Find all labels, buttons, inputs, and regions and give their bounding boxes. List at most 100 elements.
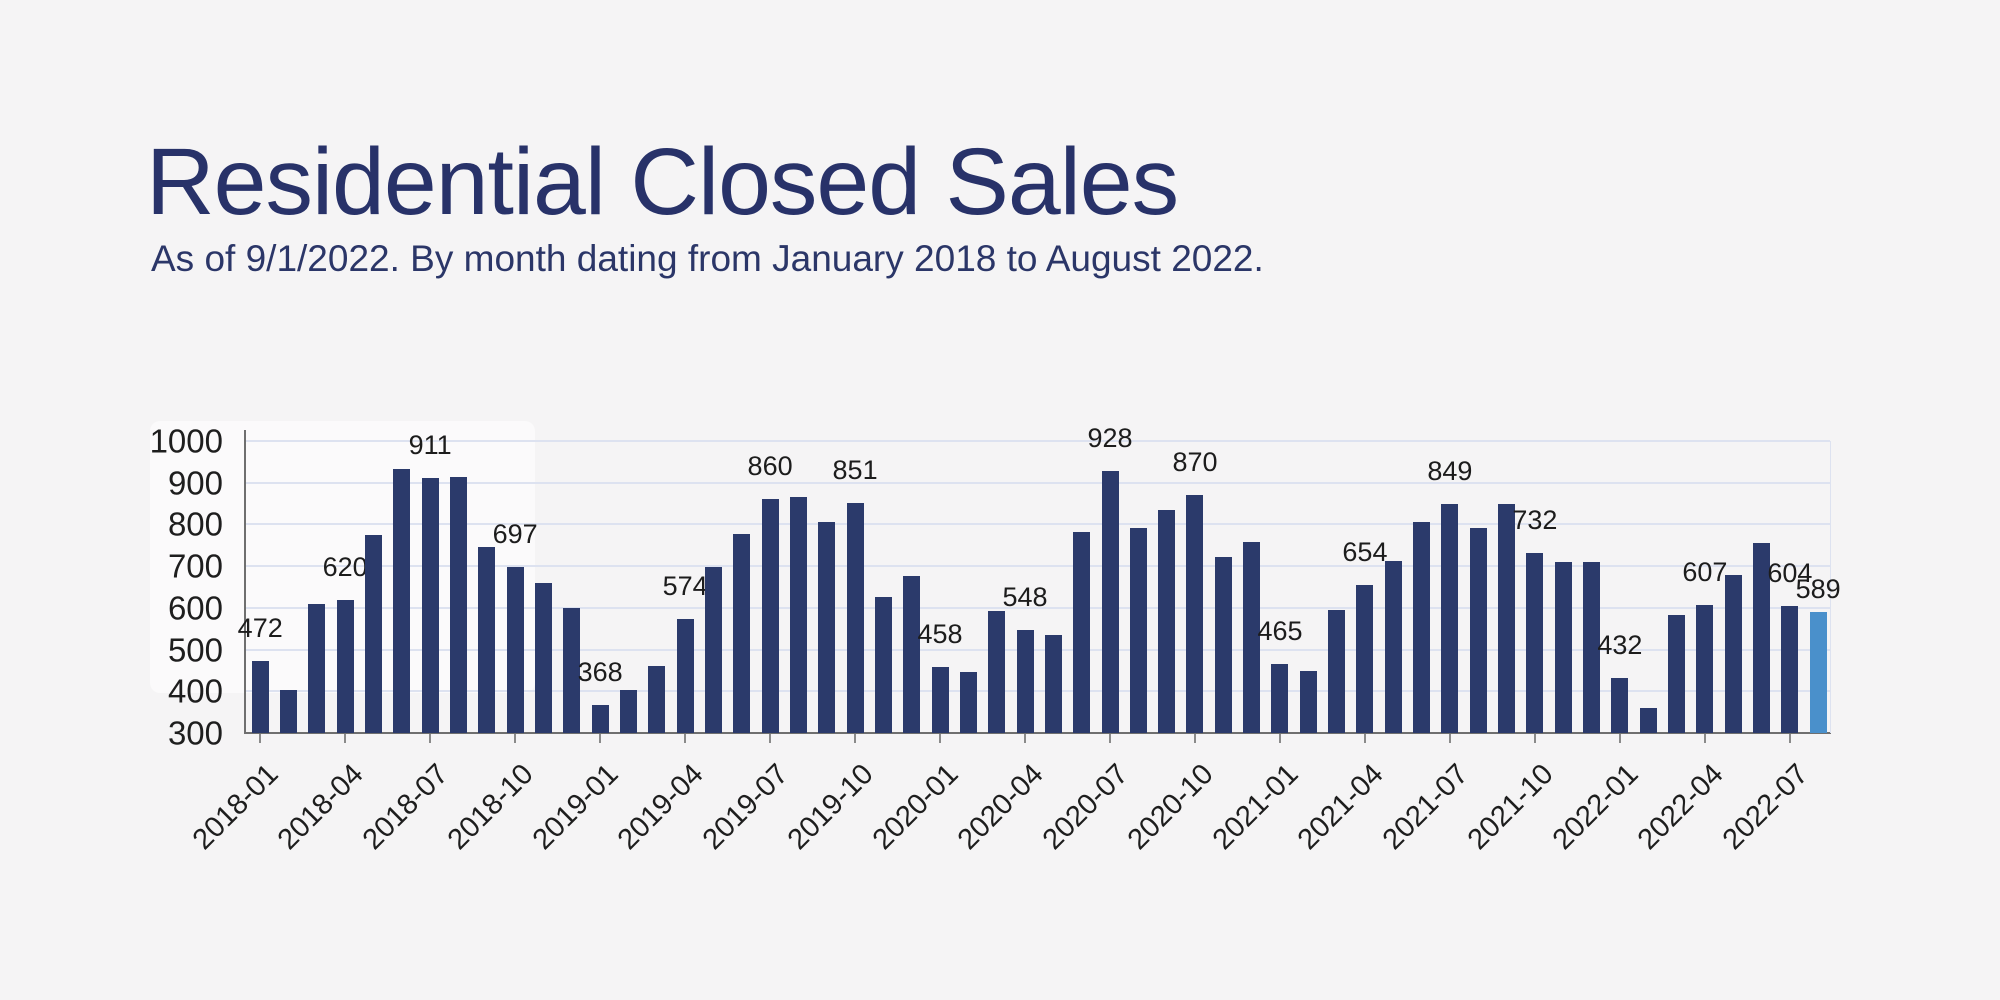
- x-tick-mark-2020-10: [1193, 734, 1196, 743]
- bar-2022-03: [1668, 615, 1686, 733]
- bar-2019-01: [591, 704, 609, 733]
- page-title: Residential Closed Sales: [146, 129, 1179, 235]
- x-tick-mark-2021-07: [1448, 734, 1451, 743]
- bar-2018-10: [506, 567, 524, 733]
- bar-2018-11: [534, 583, 552, 733]
- bar-2018-01: [251, 661, 269, 733]
- bar-2020-01: [931, 667, 949, 733]
- bar-2018-06: [393, 468, 411, 733]
- bar-2022-01: [1611, 677, 1629, 733]
- bar-value-label-2022-01: 432: [1597, 629, 1643, 660]
- y-tick-label-700: 700: [167, 547, 223, 585]
- bar-value-label-2021-04: 654: [1342, 537, 1388, 568]
- bar-2019-09: [818, 521, 836, 733]
- bar-value-label-2019-10: 851: [832, 455, 878, 486]
- y-tick-label-900: 900: [167, 464, 223, 502]
- bar-2020-10: [1186, 495, 1204, 733]
- bar-2021-02: [1299, 671, 1317, 733]
- bar-2021-01: [1271, 664, 1289, 733]
- bar-2019-11: [874, 596, 892, 733]
- x-tick-mark-2020-07: [1109, 734, 1111, 743]
- x-tick-mark-2021-04: [1363, 734, 1366, 743]
- bar-2021-06: [1413, 521, 1431, 733]
- bar-value-label-2021-01: 465: [1257, 616, 1303, 647]
- bar-2021-10: [1526, 552, 1544, 733]
- bar-value-label-2022-07: 604: [1767, 558, 1813, 589]
- x-tick-mark-2019-10: [854, 734, 857, 743]
- bar-2019-04: [676, 618, 694, 733]
- y-tick-label-800: 800: [167, 505, 223, 543]
- y-tick-label-600: 600: [167, 589, 223, 627]
- x-tick-mark-2020-04: [1024, 734, 1027, 743]
- bar-2020-09: [1158, 509, 1176, 733]
- bar-value-label-2018-07: 911: [408, 430, 452, 461]
- y-tick-label-1000: 1000: [149, 422, 223, 460]
- bar-2018-12: [563, 608, 581, 733]
- bar-2020-05: [1044, 634, 1062, 733]
- bar-2021-04: [1356, 585, 1374, 733]
- bar-2021-05: [1384, 560, 1402, 733]
- bar-value-label-2022-04: 607: [1682, 556, 1728, 587]
- bar-value-label-2022-08: 589: [1795, 574, 1841, 605]
- bar-2021-09: [1498, 504, 1516, 733]
- gridline-1000: [246, 440, 1830, 442]
- bar-2021-08: [1469, 527, 1487, 733]
- bar-value-label-2019-07: 860: [747, 451, 793, 482]
- bar-chart: 300 400 500 600 700 800 900 1000 472 2018-01 620 20…: [150, 423, 1841, 856]
- bar-2020-07: [1101, 471, 1119, 733]
- bar-value-label-2019-04: 574: [662, 570, 708, 601]
- bar-2019-05: [704, 566, 722, 733]
- bar-2019-10: [846, 503, 864, 733]
- bar-2021-12: [1583, 561, 1601, 733]
- x-tick-mark-2019-01: [599, 734, 602, 743]
- gridline-900: [246, 481, 1830, 484]
- bar-2018-09: [478, 546, 496, 733]
- bar-value-label-2021-07: 849: [1427, 455, 1473, 486]
- bar-2020-11: [1214, 557, 1232, 733]
- bar-2021-03: [1328, 609, 1346, 733]
- y-axis-line: [244, 430, 246, 734]
- bar-2019-03: [648, 665, 666, 733]
- bar-value-label-2020-07: 928: [1087, 423, 1133, 454]
- x-tick-mark-2020-01: [939, 734, 942, 743]
- bar-2020-06: [1073, 532, 1091, 733]
- y-tick-label-300: 300: [167, 714, 223, 752]
- bar-2021-07: [1441, 503, 1459, 733]
- x-tick-mark-2021-10: [1533, 734, 1536, 743]
- bar-2018-03: [308, 604, 326, 733]
- bar-2020-08: [1129, 528, 1147, 733]
- bar-value-label-2021-10: 732: [1512, 504, 1558, 535]
- x-tick-mark-2018-10: [514, 734, 517, 743]
- bar-2019-06: [733, 534, 751, 733]
- x-tick-mark-2021-01: [1278, 734, 1281, 743]
- gridline-400: [246, 690, 1830, 693]
- bar-2022-04: [1696, 604, 1714, 733]
- bar-value-label-2020-01: 458: [917, 619, 963, 650]
- bar-2018-02: [280, 690, 298, 733]
- bar-value-label-2018-04: 620: [322, 551, 368, 582]
- plot-right-border: [1830, 441, 1831, 733]
- bar-value-label-2020-10: 870: [1172, 447, 1218, 478]
- gridline-800: [246, 523, 1830, 526]
- bar-2020-03: [988, 611, 1006, 733]
- bar-2018-04: [336, 599, 354, 733]
- bar-2020-12: [1243, 541, 1261, 733]
- bar-value-label-2018-01: 472: [237, 613, 283, 644]
- bar-value-label-2020-04: 548: [1002, 581, 1048, 612]
- bar-2020-02: [959, 672, 977, 733]
- x-tick-mark-2022-07: [1788, 734, 1791, 743]
- gridline-500: [246, 648, 1830, 651]
- bar-value-label-2018-10: 697: [492, 519, 538, 550]
- x-tick-mark-2022-01: [1618, 734, 1621, 743]
- bar-2018-07: [421, 478, 439, 733]
- bar-2019-08: [789, 496, 807, 733]
- x-tick-mark-2019-07: [769, 734, 772, 743]
- y-tick-label-500: 500: [167, 631, 223, 669]
- bar-2019-07: [761, 499, 779, 733]
- page-subtitle: As of 9/1/2022. By month dating from Jan…: [151, 238, 1264, 279]
- bar-2020-04: [1016, 629, 1034, 733]
- x-axis-line: [244, 732, 1831, 734]
- x-tick-mark-2018-01: [259, 734, 262, 743]
- bar-2018-05: [365, 534, 382, 733]
